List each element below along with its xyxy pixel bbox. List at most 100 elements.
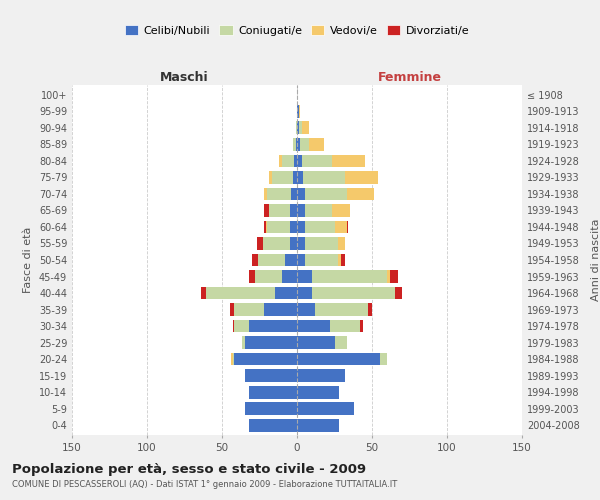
Bar — [296, 138, 297, 151]
Bar — [249, 386, 297, 398]
Bar — [269, 204, 290, 217]
Bar — [234, 320, 249, 332]
Bar — [297, 122, 299, 134]
Bar — [229, 303, 234, 316]
Bar — [293, 171, 297, 184]
Bar — [290, 237, 297, 250]
Bar — [302, 122, 309, 134]
Bar — [309, 138, 324, 151]
Bar — [245, 402, 297, 415]
Bar — [299, 122, 302, 134]
Bar — [271, 171, 293, 184]
Bar — [337, 254, 341, 266]
Bar — [297, 270, 312, 283]
Bar — [255, 270, 282, 283]
Text: Femmine: Femmine — [377, 71, 442, 84]
Bar — [279, 154, 282, 168]
Bar — [233, 352, 234, 366]
Bar — [297, 369, 345, 382]
Bar — [264, 220, 265, 234]
Bar — [297, 220, 305, 234]
Bar — [231, 352, 233, 366]
Bar — [267, 220, 290, 234]
Bar — [297, 154, 302, 168]
Bar — [296, 122, 297, 134]
Bar — [297, 188, 305, 200]
Text: COMUNE DI PESCASSEROLI (AQ) - Dati ISTAT 1° gennaio 2009 - Elaborazione TUTTAITA: COMUNE DI PESCASSEROLI (AQ) - Dati ISTAT… — [12, 480, 397, 489]
Bar — [297, 254, 305, 266]
Bar — [245, 369, 297, 382]
Bar — [297, 286, 312, 300]
Bar — [337, 237, 345, 250]
Text: Maschi: Maschi — [160, 71, 209, 84]
Bar — [297, 336, 335, 349]
Bar — [201, 286, 205, 300]
Bar — [305, 237, 337, 250]
Bar — [305, 254, 337, 266]
Bar — [252, 254, 258, 266]
Bar — [291, 188, 297, 200]
Bar — [294, 154, 297, 168]
Bar — [315, 303, 367, 316]
Bar — [297, 320, 330, 332]
Bar — [300, 138, 309, 151]
Bar — [267, 188, 291, 200]
Bar — [331, 154, 365, 168]
Bar — [297, 105, 299, 118]
Bar — [264, 303, 297, 316]
Bar — [282, 270, 297, 283]
Bar — [249, 320, 297, 332]
Bar — [205, 286, 275, 300]
Bar — [297, 303, 315, 316]
Bar — [275, 286, 297, 300]
Bar — [367, 303, 372, 316]
Bar — [312, 286, 395, 300]
Text: Popolazione per età, sesso e stato civile - 2009: Popolazione per età, sesso e stato civil… — [12, 462, 366, 475]
Bar — [305, 204, 331, 217]
Bar — [257, 237, 263, 250]
Y-axis label: Anni di nascita: Anni di nascita — [591, 219, 600, 301]
Bar — [297, 237, 305, 250]
Bar — [347, 188, 373, 200]
Bar — [290, 204, 297, 217]
Bar — [264, 188, 267, 200]
Bar — [241, 336, 245, 349]
Bar — [297, 171, 303, 184]
Bar — [258, 254, 285, 266]
Bar — [263, 237, 290, 250]
Bar — [303, 171, 345, 184]
Bar — [335, 220, 347, 234]
Bar — [390, 270, 398, 283]
Bar — [297, 402, 354, 415]
Bar — [341, 254, 345, 266]
Bar — [293, 138, 296, 151]
Bar — [290, 220, 297, 234]
Bar — [331, 204, 349, 217]
Bar — [345, 171, 378, 184]
Bar — [249, 270, 255, 283]
Bar — [282, 154, 294, 168]
Bar — [305, 188, 347, 200]
Bar — [297, 204, 305, 217]
Bar — [297, 386, 339, 398]
Bar — [297, 138, 300, 151]
Bar — [335, 336, 347, 349]
Bar — [234, 303, 264, 316]
Bar — [245, 336, 297, 349]
Bar — [234, 352, 297, 366]
Bar — [299, 105, 300, 118]
Bar — [233, 320, 234, 332]
Bar — [269, 171, 271, 184]
Bar — [312, 270, 387, 283]
Bar — [360, 320, 363, 332]
Bar — [264, 204, 269, 217]
Bar — [305, 220, 335, 234]
Bar — [249, 418, 297, 432]
Bar — [285, 254, 297, 266]
Bar — [387, 270, 390, 283]
Bar — [347, 220, 348, 234]
Bar — [380, 352, 387, 366]
Bar — [265, 220, 267, 234]
Bar — [297, 352, 380, 366]
Bar — [302, 154, 331, 168]
